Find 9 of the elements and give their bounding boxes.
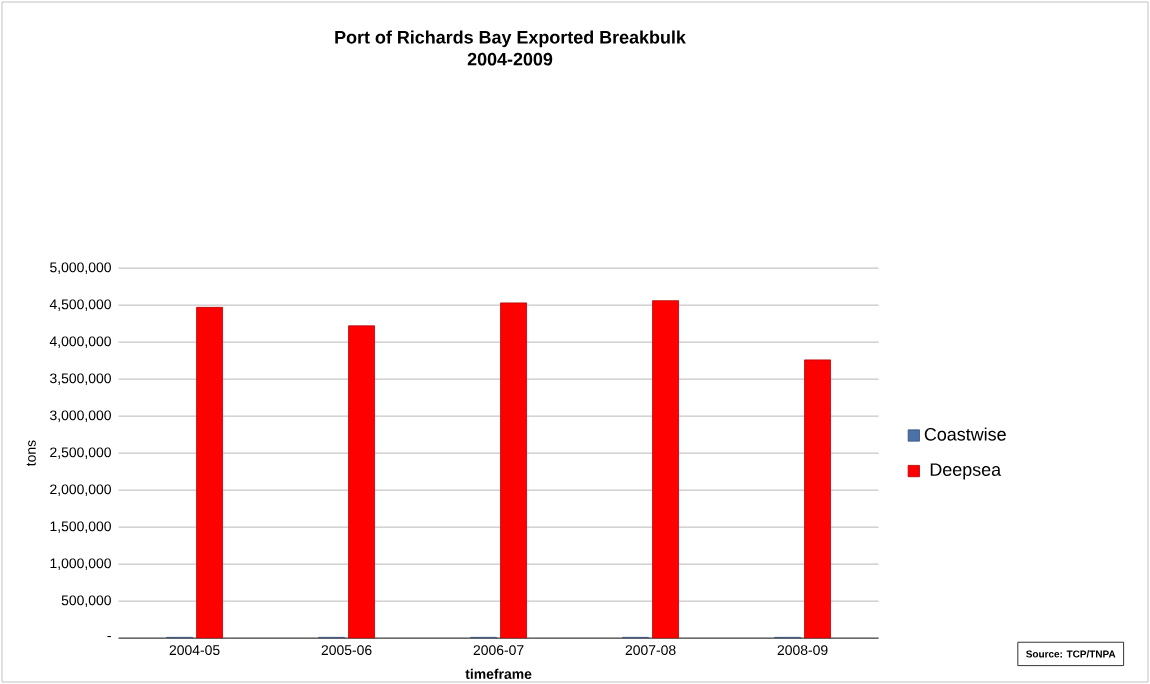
legend-label: Deepsea (930, 463, 1002, 480)
legend-label: Coastwise (924, 427, 1006, 441)
chart-title: Port of Richards Bay Exported Breakbulk (335, 30, 686, 48)
bar (804, 359, 831, 639)
chart-subtitle: 2004-2009 (467, 52, 553, 66)
bar (500, 302, 527, 639)
bar (196, 306, 223, 639)
bar (652, 300, 679, 639)
bar (348, 325, 375, 639)
